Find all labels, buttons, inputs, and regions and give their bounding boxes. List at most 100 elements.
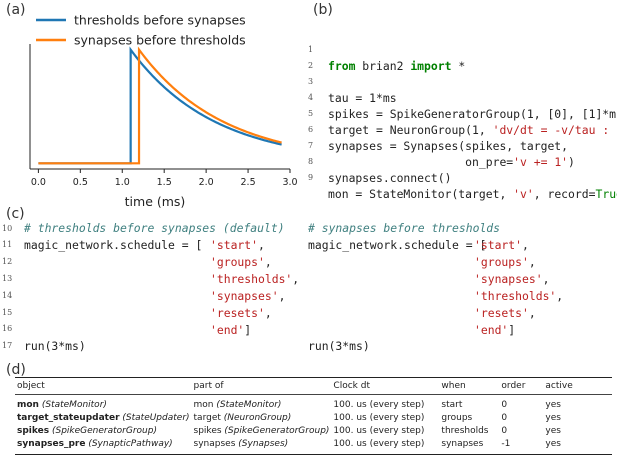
part-of-type: (Synapses) (238, 439, 289, 449)
code-punctuation: ] (508, 323, 516, 337)
code-punctuation: , (556, 289, 564, 303)
panel-label-c: (c) (6, 206, 25, 222)
legend-label: thresholds before synapses (74, 13, 246, 28)
table-cell: spikes (SpikeGeneratorGroup) (15, 425, 192, 438)
part-of-type: (SpikeGeneratorGroup) (224, 426, 330, 436)
code-text: mon = StateMonitor(target, (328, 187, 514, 201)
code-block-c: 10 11 12 13 14 15 16 17 # thresholds bef… (0, 220, 617, 353)
code-line: 3 tau = 1*ms (308, 58, 397, 105)
order-value: 0 (501, 413, 508, 423)
code-comment: # synapses before thresholds (308, 221, 501, 235)
clock-dt: 100. us (every step) (333, 413, 425, 423)
code-line: 9 mon = StateMonitor(target, 'v', record… (308, 154, 617, 201)
line-number: 16 (2, 324, 13, 333)
table-cell: -1 (499, 438, 543, 455)
part-of-name: spikes (193, 426, 225, 436)
code-line: 7 on_pre='v += 1') (308, 122, 575, 169)
schedule-item: 'thresholds', (474, 289, 564, 303)
line-number: 1 (308, 45, 314, 54)
x-tick-label: 1.0 (115, 177, 130, 188)
line-number: 15 (2, 308, 13, 317)
code-keyword: import (410, 59, 452, 73)
chart-legend: thresholds before synapses synapses befor… (36, 13, 246, 48)
code-text: run(3*ms) (308, 339, 370, 353)
code-punctuation: , (528, 306, 536, 320)
x-tick-label: 2.5 (241, 177, 256, 188)
object-name: synapses_pre (17, 439, 86, 449)
line-number: 10 (2, 224, 13, 233)
panel-label-d: (d) (6, 362, 26, 378)
code-punctuation: ] (244, 323, 252, 337)
code-punctuation: , (292, 272, 300, 286)
active-value: yes (545, 439, 561, 449)
table-cell: start (439, 395, 499, 413)
order-value: -1 (501, 439, 511, 449)
schedule-item: 'synapses', (474, 272, 550, 286)
table-cell: yes (543, 412, 612, 425)
table-row: spikes (SpikeGeneratorGroup) spikes (Spik… (15, 425, 612, 438)
chart-series-layer (38, 46, 282, 165)
code-text: synapses.connect() (328, 171, 452, 185)
schedule-item: 'groups', (474, 255, 536, 269)
line-number: 12 (2, 257, 13, 266)
code-punctuation: , (528, 255, 536, 269)
column-header: active (543, 377, 612, 395)
clock-dt: 100. us (every step) (333, 426, 425, 436)
when-value: thresholds (441, 426, 489, 436)
code-text: magic_network.schedule = [ (308, 238, 487, 252)
object-type: (StateMonitor) (41, 400, 107, 410)
table-cell: 100. us (every step) (331, 412, 439, 425)
code-text: synapses = Synapses(spikes, target, (328, 139, 569, 153)
code-punctuation: , (522, 238, 529, 252)
schedule-item: 'synapses', (210, 289, 286, 303)
when-value: synapses (441, 439, 484, 449)
table-row: target_stateupdater (StateUpdater) target… (15, 412, 612, 425)
chart-axes: 0.0 0.5 1.0 1.5 2.0 2.5 3.0 (29, 44, 298, 188)
line-number: 13 (2, 274, 13, 283)
legend-label: synapses before thresholds (74, 33, 246, 48)
code-punctuation: , (278, 289, 286, 303)
table-cell: mon (StateMonitor) (15, 395, 192, 413)
code-text: brian2 (355, 59, 411, 73)
line-number: 7 (308, 141, 314, 150)
object-type: (SpikeGeneratorGroup) (51, 426, 157, 436)
line-number: 9 (308, 173, 314, 182)
schedule-item: 'resets', (474, 306, 536, 320)
code-line: 4 spikes = SpikeGeneratorGroup(1, [0], [… (308, 74, 617, 121)
line-number: 14 (2, 291, 13, 300)
clock-dt: 100. us (every step) (333, 400, 425, 410)
table-cell: 100. us (every step) (331, 395, 439, 413)
x-tick-label: 3.0 (282, 177, 297, 188)
code-line: 5 target = NeuronGroup(1, 'dv/dt = -v/ta… (308, 90, 617, 137)
object-name: spikes (17, 426, 50, 436)
code-punctuation: , (258, 238, 265, 252)
panel-label-b: (b) (313, 2, 333, 18)
table-header-row: object part of Clock dt when order activ… (15, 377, 612, 395)
x-axis-label: time (ms) (125, 194, 186, 209)
table-cell: spikes (SpikeGeneratorGroup) (192, 425, 332, 438)
code-string: 'v' (513, 187, 534, 201)
table-cell: yes (543, 425, 612, 438)
table-cell: synapses (Synapses) (192, 438, 332, 455)
voltage-trace-chart: 0.0 0.5 1.0 1.5 2.0 2.5 3.0 thresholds before … (29, 13, 298, 209)
code-text: * (451, 59, 466, 73)
schedule-item: 'groups', (210, 255, 272, 269)
table-cell: synapses (439, 438, 499, 455)
schedule-item: 'resets', (210, 306, 272, 320)
order-value: 0 (501, 426, 508, 436)
object-type: (StateUpdater) (122, 413, 190, 423)
column-header: order (499, 377, 544, 395)
code-line: 2 (308, 42, 335, 70)
line-number: 3 (308, 77, 314, 86)
code-punctuation: , (542, 272, 550, 286)
code-text: target = NeuronGroup(1, (328, 123, 493, 137)
code-punctuation: , (264, 306, 272, 320)
active-value: yes (545, 413, 561, 423)
x-tick-label: 0.0 (31, 177, 46, 188)
x-tick-label: 2.0 (199, 177, 214, 188)
schedule-table: object part of Clock dt when order activ… (15, 377, 612, 455)
code-string: 'v += 1' (513, 155, 569, 169)
table-row: mon (StateMonitor) mon (StateMonitor) 100.… (15, 395, 612, 413)
code-comment: # thresholds before synapses (default) (24, 221, 285, 235)
table-cell: thresholds (439, 425, 499, 438)
